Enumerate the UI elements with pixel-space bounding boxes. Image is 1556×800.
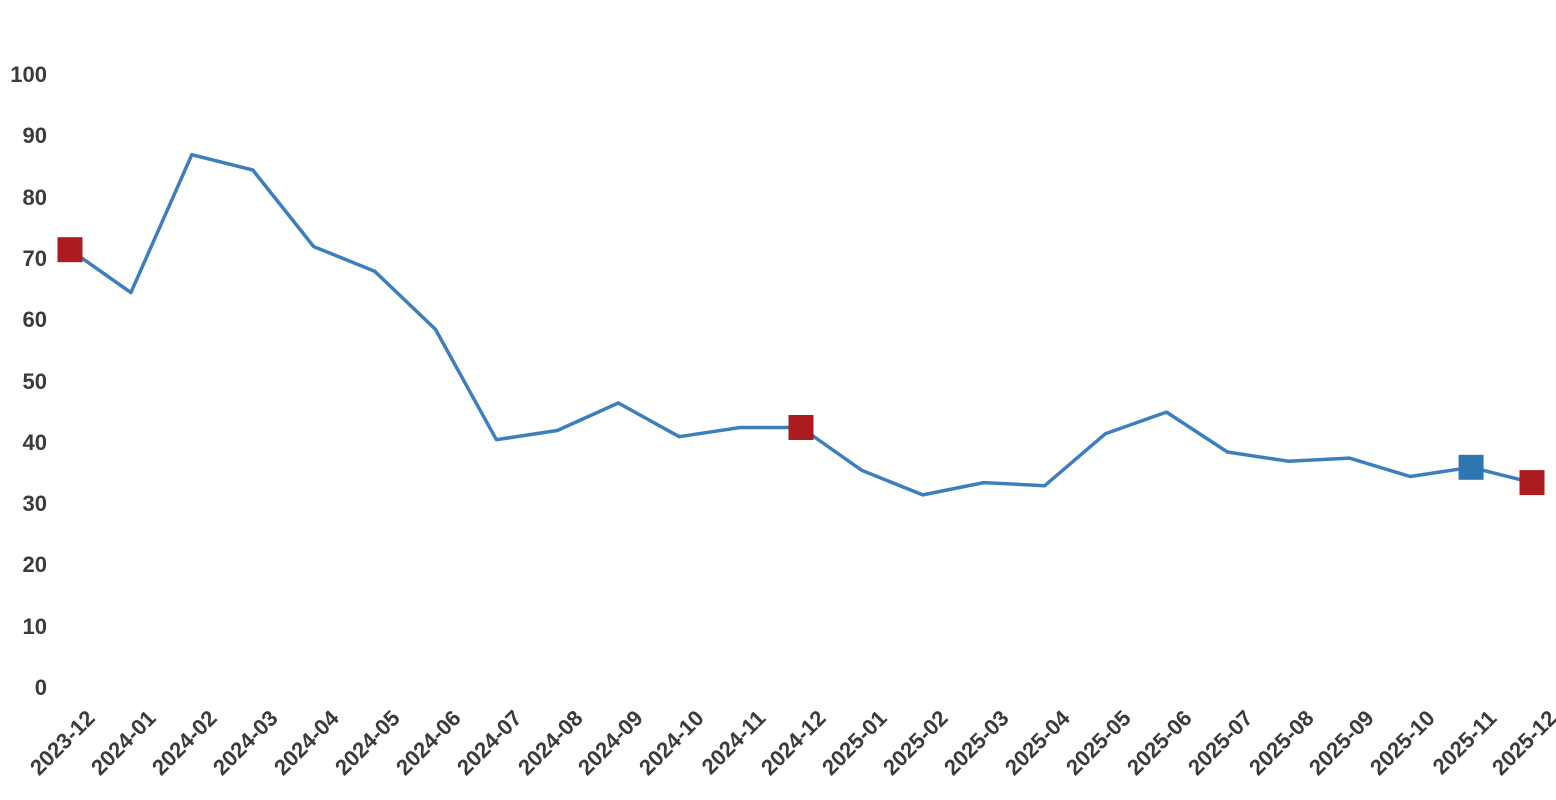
- marker-2024-12: [788, 415, 814, 440]
- y-tick-label: 10: [22, 613, 47, 639]
- y-tick-label: 30: [22, 491, 47, 517]
- y-tick-label: 80: [22, 184, 47, 210]
- y-tick-label: 40: [22, 429, 47, 455]
- y-tick-label: 20: [22, 552, 47, 578]
- y-tick-label: 0: [34, 675, 47, 700]
- y-tick-label: 50: [22, 368, 47, 394]
- marker-2023-12: [57, 237, 83, 263]
- y-tick-label: 100: [10, 62, 47, 87]
- marker-2025-11: [1458, 454, 1484, 480]
- y-tick-label: 90: [22, 123, 47, 149]
- trend-line: [68, 152, 1534, 497]
- y-tick-label: 60: [22, 307, 47, 333]
- y-tick-label: 70: [22, 245, 47, 271]
- marker-2025-12: [1519, 470, 1545, 496]
